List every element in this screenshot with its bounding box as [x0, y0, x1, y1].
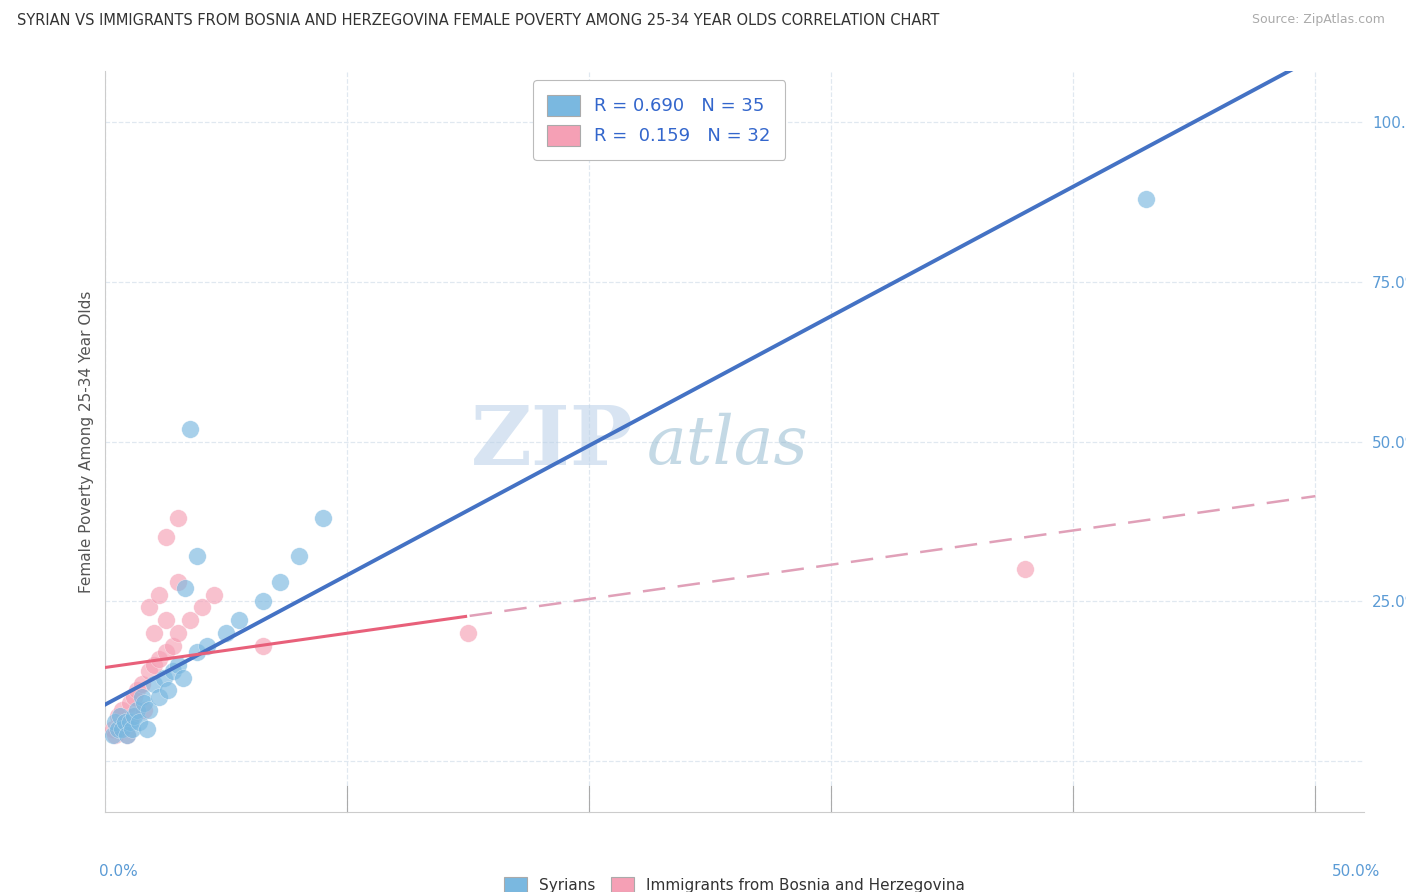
Point — [195, 639, 218, 653]
Point — [167, 626, 190, 640]
Point — [191, 600, 214, 615]
Point — [124, 709, 146, 723]
Point — [288, 549, 311, 564]
Point — [252, 639, 274, 653]
Point — [108, 722, 131, 736]
Text: Source: ZipAtlas.com: Source: ZipAtlas.com — [1251, 13, 1385, 27]
Point — [172, 671, 194, 685]
Point — [155, 530, 177, 544]
Point — [269, 574, 291, 589]
Point — [167, 657, 190, 672]
Point — [107, 709, 129, 723]
Point — [101, 722, 124, 736]
Y-axis label: Female Poverty Among 25-34 Year Olds: Female Poverty Among 25-34 Year Olds — [79, 291, 94, 592]
Point — [114, 715, 136, 730]
Point — [142, 626, 165, 640]
Point — [115, 728, 138, 742]
Point — [148, 588, 170, 602]
Point — [125, 683, 148, 698]
Point — [1014, 562, 1036, 576]
Point — [148, 690, 170, 704]
Point — [152, 671, 174, 685]
Point — [104, 728, 127, 742]
Point — [114, 715, 136, 730]
Text: 50.0%: 50.0% — [1333, 863, 1381, 879]
Point — [104, 715, 127, 730]
Point — [148, 651, 170, 665]
Point — [155, 645, 177, 659]
Point — [121, 722, 143, 736]
Point — [1135, 192, 1157, 206]
Point — [202, 588, 225, 602]
Point — [128, 715, 150, 730]
Point — [108, 709, 131, 723]
Point — [142, 657, 165, 672]
Point — [155, 613, 177, 627]
Point — [138, 703, 160, 717]
Point — [135, 722, 157, 736]
Text: ZIP: ZIP — [471, 401, 634, 482]
Point — [157, 683, 180, 698]
Point — [138, 665, 160, 679]
Point — [162, 639, 184, 653]
Point — [124, 690, 146, 704]
Point — [167, 511, 190, 525]
Point — [174, 582, 197, 596]
Point — [228, 613, 250, 627]
Point — [115, 728, 138, 742]
Point — [107, 722, 129, 736]
Point — [111, 722, 134, 736]
Point — [457, 626, 479, 640]
Point — [179, 613, 201, 627]
Point — [131, 690, 153, 704]
Point — [186, 645, 208, 659]
Point — [186, 549, 208, 564]
Point — [118, 696, 141, 710]
Point — [179, 422, 201, 436]
Point — [312, 511, 335, 525]
Point — [125, 703, 148, 717]
Point — [111, 703, 134, 717]
Text: SYRIAN VS IMMIGRANTS FROM BOSNIA AND HERZEGOVINA FEMALE POVERTY AMONG 25-34 YEAR: SYRIAN VS IMMIGRANTS FROM BOSNIA AND HER… — [17, 13, 939, 29]
Text: atlas: atlas — [647, 413, 808, 478]
Point — [134, 703, 156, 717]
Point — [167, 574, 190, 589]
Point — [162, 665, 184, 679]
Point — [215, 626, 238, 640]
Point — [252, 594, 274, 608]
Point — [142, 677, 165, 691]
Point — [101, 728, 124, 742]
Point — [138, 600, 160, 615]
Text: 0.0%: 0.0% — [100, 863, 138, 879]
Legend: R = 0.690   N = 35, R =  0.159   N = 32: R = 0.690 N = 35, R = 0.159 N = 32 — [533, 80, 785, 160]
Point — [131, 677, 153, 691]
Point — [118, 715, 141, 730]
Point — [134, 696, 156, 710]
Point — [121, 709, 143, 723]
